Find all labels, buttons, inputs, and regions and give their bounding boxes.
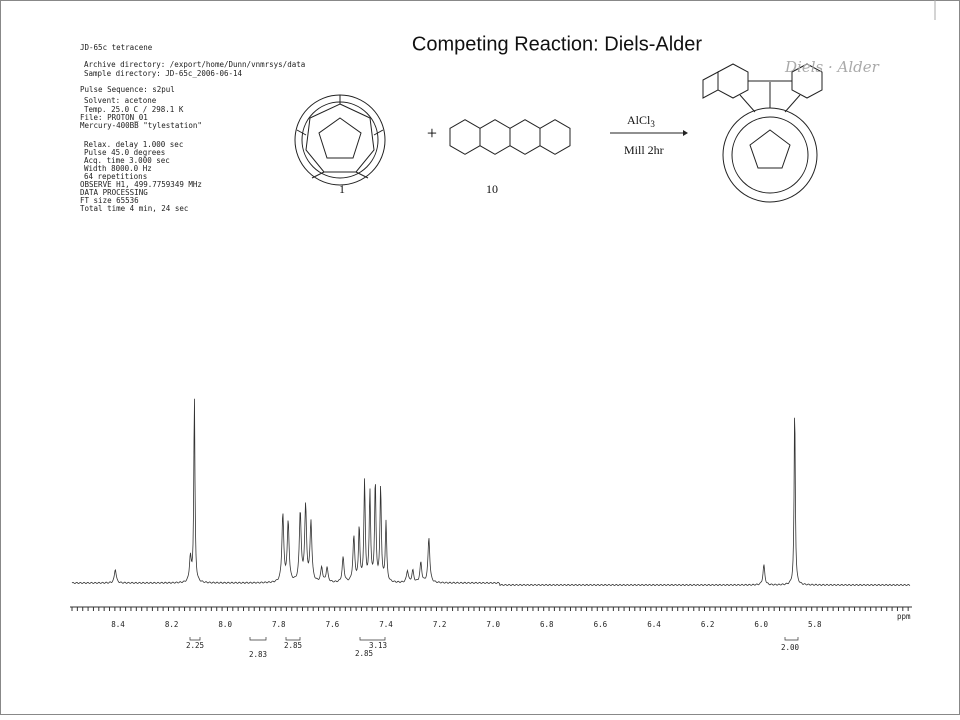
integral-value: 2.85 <box>355 649 373 658</box>
parameter-line: Sample directory: JD-65c_2006-06-14 <box>84 69 243 78</box>
reactant-label: 10 <box>486 182 498 196</box>
ring <box>479 119 511 155</box>
spectrum-trace <box>71 398 911 587</box>
c60-structure <box>294 94 386 186</box>
axis-tick-label: 8.2 <box>165 620 179 629</box>
handwritten-note: Diels · Alder <box>784 58 880 76</box>
parameter-line: Total time 4 min, 24 sec <box>80 204 188 213</box>
axis-unit: ppm <box>897 612 911 621</box>
reactant-label: 1 <box>339 182 345 196</box>
reagent-subscript: 3 <box>650 119 655 129</box>
parameter-line: OBSERVE H1, 499.7759349 MHz <box>80 180 202 189</box>
ring <box>509 119 541 155</box>
parameter-line: FT size 65536 <box>80 196 139 205</box>
axis-tick-label: 6.2 <box>701 620 715 629</box>
integral-bracket <box>784 637 799 641</box>
acquisition-parameters: JD-65c tetracene Archive directory: /expo… <box>80 43 305 213</box>
parameter-line: Solvent: acetone <box>84 96 157 105</box>
axis-tick-label: 6.6 <box>594 620 608 629</box>
parameter-line: JD-65c tetracene <box>80 43 153 52</box>
axis-tick-label: 8.4 <box>111 620 125 629</box>
title: Competing Reaction: Diels-Alder <box>412 33 702 55</box>
parameter-line: Width 8000.0 Hz <box>84 164 152 173</box>
ppm-axis-labels: 8.4 8.2 8.0 7.8 7.6 7.4 7.2 7.0 6.8 6.6 6.4 6.2 6.0 5… <box>71 607 909 659</box>
integral-value: 2.83 <box>249 650 267 659</box>
integral-value: 2.85 <box>284 641 302 650</box>
integral-bracket <box>359 637 386 641</box>
axis-tick-label: 7.0 <box>486 620 500 629</box>
parameter-line: Mercury-400BB "tylestation" <box>80 121 202 130</box>
parameter-line: Temp. 25.0 C / 298.1 K <box>84 105 184 114</box>
axis-tick-label: 8.0 <box>218 620 232 629</box>
parameter-line: Pulse 45.0 degrees <box>84 148 165 157</box>
axis-tick-label: 5.8 <box>808 620 822 629</box>
integral-bracket <box>189 637 201 641</box>
ring <box>449 119 481 155</box>
axis-tick-label: 6.8 <box>540 620 554 629</box>
ring <box>539 119 571 155</box>
conditions: Mill 2hr <box>624 143 664 157</box>
axis-tick-label: 7.8 <box>272 620 286 629</box>
integral-value: 2.00 <box>781 643 800 652</box>
plus-sign: + <box>427 123 437 143</box>
parameter-line: DATA PROCESSING <box>80 188 148 197</box>
tetracene-structure <box>449 119 571 155</box>
axis-tick-label: 6.4 <box>647 620 661 629</box>
parameter-line: Archive directory: /export/home/Dunn/vnm… <box>84 60 305 69</box>
reagent-text: AlCl <box>627 113 651 127</box>
product-structure <box>702 63 823 203</box>
axis-tick-label: 6.0 <box>754 620 768 629</box>
parameter-line: File: PROTON_01 <box>80 113 148 122</box>
integral-value: 2.25 <box>186 641 204 650</box>
parameter-line: 64 repetitions <box>84 172 147 181</box>
parameter-line: Relax. delay 1.000 sec <box>84 140 183 149</box>
axis-tick-label: 7.2 <box>433 620 447 629</box>
integral-value: 3.13 <box>369 641 387 650</box>
axis-tick-label: 7.4 <box>379 620 393 629</box>
integral-bracket <box>285 637 301 641</box>
integral-bracket <box>249 637 267 641</box>
parameter-line: Pulse Sequence: s2pul <box>80 85 175 94</box>
axis-tick-label: 7.6 <box>326 620 340 629</box>
parameter-line: Acq. time 3.000 sec <box>84 156 170 165</box>
reagent: AlCl3 <box>627 113 655 129</box>
arrow-head <box>683 130 688 136</box>
